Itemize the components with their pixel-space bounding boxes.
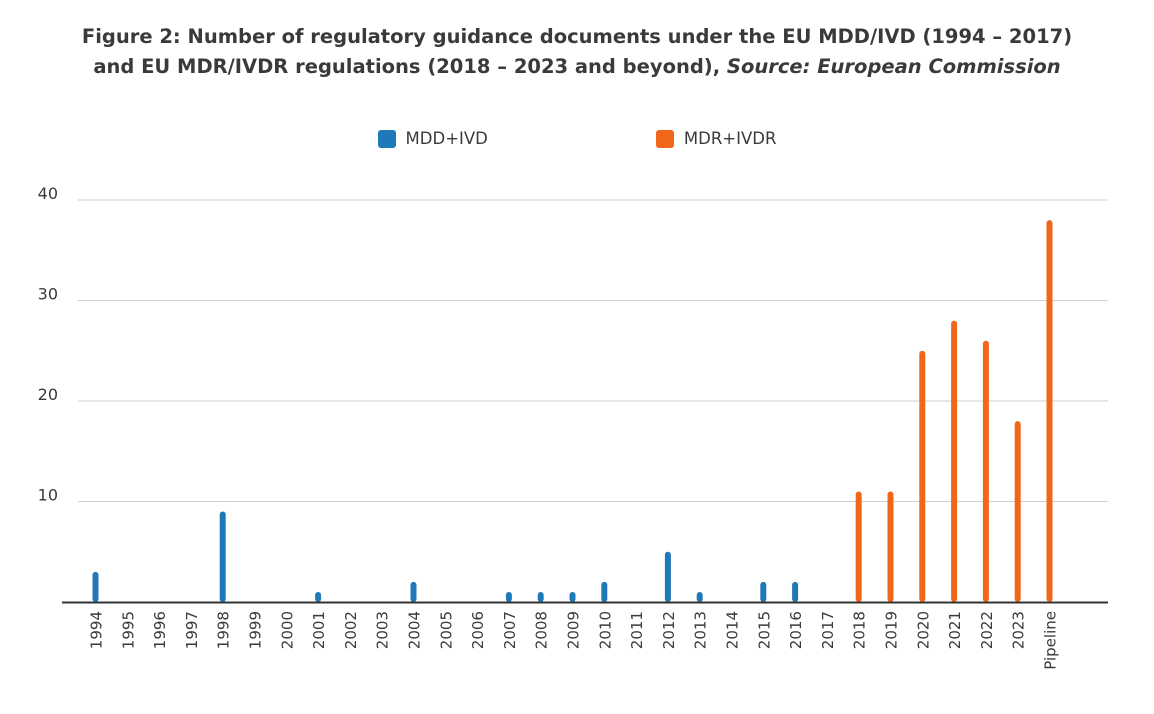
bar-mdd-ivd-2013 <box>696 591 703 602</box>
bar-mdd-ivd-2008 <box>537 591 544 602</box>
chart-title-source: Source: European Commission <box>726 55 1061 78</box>
bar-mdr-ivdr-2019 <box>887 491 894 602</box>
x-tick-label-2005: 2005 <box>437 611 455 649</box>
x-tick-label-2006: 2006 <box>469 611 487 649</box>
x-tick-label-2016: 2016 <box>787 611 805 649</box>
x-tick-label-2003: 2003 <box>374 611 392 649</box>
bar-mdr-ivdr-pipeline <box>1046 220 1053 602</box>
chart-title: Figure 2: Number of regulatory guidance … <box>0 22 1154 82</box>
y-tick-label: 30 <box>38 285 58 304</box>
bar-mdd-ivd-2010 <box>601 581 608 602</box>
bars <box>92 220 1053 602</box>
y-axis-ticks: 10 20 30 40 <box>38 184 58 505</box>
legend-swatch-mdd-ivd <box>377 129 396 148</box>
bar-mdr-ivdr-2018 <box>855 491 862 602</box>
bar-mdd-ivd-2009 <box>569 591 576 602</box>
chart-title-line-2-main: and EU MDR/IVDR regulations (2018 – 2023… <box>93 55 727 78</box>
bar-mdd-ivd-2012 <box>664 551 671 602</box>
bar-mdr-ivdr-2022 <box>982 340 989 602</box>
x-tick-label-1998: 1998 <box>215 611 233 649</box>
bar-mdd-ivd-1994 <box>92 571 99 602</box>
x-tick-label-2007: 2007 <box>501 611 519 649</box>
legend-item-mdd-ivd: MDD+IVD <box>377 129 488 148</box>
x-tick-label-1997: 1997 <box>183 611 201 649</box>
x-tick-label-2008: 2008 <box>533 611 551 649</box>
x-tick-label-pipeline: Pipeline <box>1042 611 1060 670</box>
x-tick-label-2011: 2011 <box>628 611 646 649</box>
legend-swatch-mdr-ivdr <box>655 129 674 148</box>
chart-title-line-2: and EU MDR/IVDR regulations (2018 – 2023… <box>0 52 1154 82</box>
legend-item-mdr-ivdr: MDR+IVDR <box>536 129 777 148</box>
bar-mdd-ivd-2015 <box>760 581 767 602</box>
x-tick-label-1994: 1994 <box>88 611 106 649</box>
bar-mdd-ivd-1998 <box>219 511 226 602</box>
y-tick-label: 20 <box>38 385 58 404</box>
bar-mdd-ivd-2004 <box>410 581 417 602</box>
x-tick-label-2013: 2013 <box>692 611 710 649</box>
x-tick-label-2021: 2021 <box>946 611 964 649</box>
x-tick-label-2010: 2010 <box>596 611 614 649</box>
x-tick-label-2002: 2002 <box>342 611 360 649</box>
bar-mdr-ivdr-2023 <box>1014 421 1021 602</box>
x-tick-label-2017: 2017 <box>819 611 837 649</box>
x-tick-label-2018: 2018 <box>851 611 869 649</box>
x-tick-label-2019: 2019 <box>883 611 901 649</box>
legend-label-mdd-ivd: MDD+IVD <box>405 129 488 148</box>
x-tick-label-2022: 2022 <box>978 611 996 649</box>
bar-mdr-ivdr-2020 <box>919 350 926 602</box>
y-tick-label: 40 <box>38 184 58 203</box>
x-tick-label-2014: 2014 <box>724 611 742 649</box>
x-tick-label-2004: 2004 <box>406 611 424 649</box>
x-tick-label-1995: 1995 <box>119 611 137 649</box>
x-axis-ticks: 1994 1995 1996 1997 1998 1999 2000 2001 2002 2003… <box>88 611 1060 670</box>
legend-label-mdr-ivdr: MDR+IVDR <box>683 129 777 148</box>
x-tick-label-2023: 2023 <box>1010 611 1028 649</box>
bar-mdd-ivd-2001 <box>315 591 322 602</box>
y-tick-label: 10 <box>38 486 58 505</box>
x-tick-label-2001: 2001 <box>310 611 328 649</box>
chart-legend: MDD+IVD MDR+IVDR <box>0 129 1154 148</box>
bar-mdd-ivd-2007 <box>505 591 512 602</box>
bar-mdr-ivdr-2021 <box>951 320 958 602</box>
x-tick-label-2012: 2012 <box>660 611 678 649</box>
bar-mdd-ivd-2016 <box>792 581 799 602</box>
x-tick-label-2020: 2020 <box>914 611 932 649</box>
chart-title-line-1: Figure 2: Number of regulatory guidance … <box>81 25 1073 48</box>
x-tick-label-1999: 1999 <box>247 611 265 649</box>
x-tick-label-1996: 1996 <box>151 611 169 649</box>
x-tick-label-2000: 2000 <box>278 611 296 649</box>
x-tick-label-2015: 2015 <box>755 611 773 649</box>
grid-lines <box>78 199 1108 502</box>
x-tick-label-2009: 2009 <box>565 611 583 649</box>
